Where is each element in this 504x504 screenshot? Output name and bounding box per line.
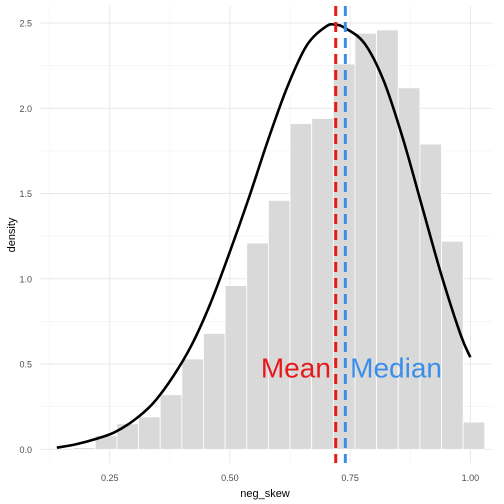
median-annotation: Median [350,353,442,384]
histogram-bar [73,447,96,450]
histogram-bar [354,32,377,450]
reference-lines [334,6,347,463]
y-tick-label: 1.0 [19,274,32,284]
histogram-bar [419,143,442,450]
y-tick-label: 1.5 [19,189,32,199]
histogram-bar [246,242,269,450]
x-tick-label: 0.75 [341,473,359,483]
y-axis-ticks: 0.0 0.5 1.0 1.5 2.0 2.5 [19,19,32,455]
histogram-bar [289,123,313,450]
y-tick-label: 0.0 [19,445,32,455]
density-curve-layer [56,22,472,449]
density-curve [56,22,472,449]
y-tick-label: 2.0 [19,104,32,114]
histogram-bar [311,118,334,450]
histogram-bar [116,423,139,450]
y-tick-label: 2.5 [19,19,32,29]
x-tick-label: 0.50 [221,473,239,483]
x-axis-ticks: 0.25 0.50 0.75 1.00 [101,473,479,483]
histogram-bar [268,199,291,450]
histogram-bar [224,285,248,450]
histogram-bar [462,421,486,450]
annotations: Mean Median [261,353,442,384]
y-axis-label: density [6,217,18,252]
histogram-bar [397,87,421,450]
histogram-bar [441,240,464,450]
histogram-bar [181,358,204,450]
histogram-bars [73,29,486,450]
histogram-bar [203,333,226,450]
x-tick-label: 1.00 [462,473,480,483]
y-tick-label: 0.5 [19,360,32,370]
mean-annotation: Mean [261,353,331,384]
x-axis-label: neg_skew [240,488,290,500]
histogram-bar [138,416,161,450]
histogram-bar [159,394,183,450]
x-tick-label: 0.25 [101,473,119,483]
